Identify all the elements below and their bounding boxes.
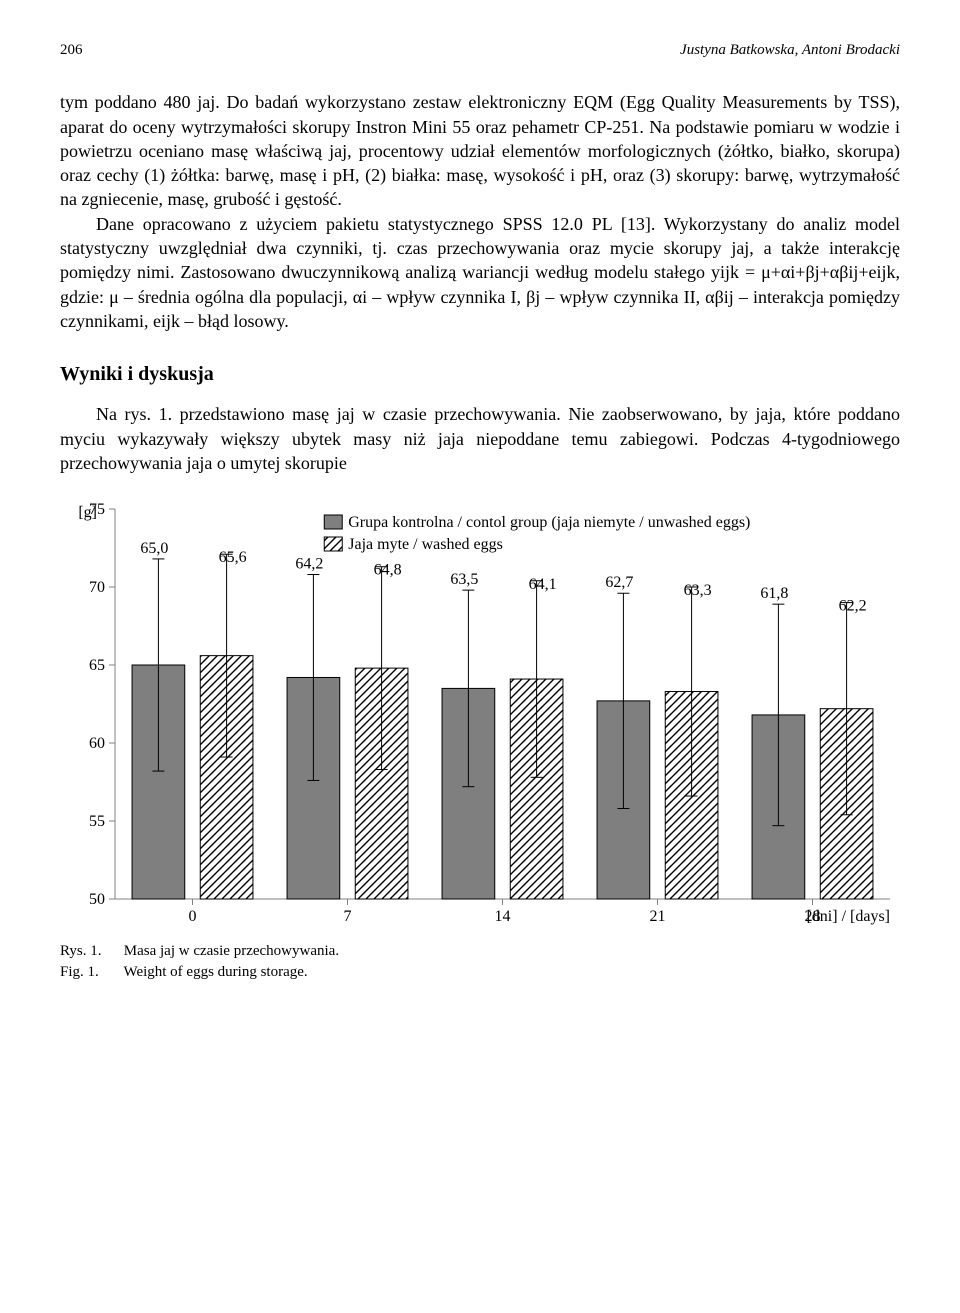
paragraph-1: tym poddano 480 jaj. Do badań wykorzysta… (60, 90, 900, 211)
svg-text:63,3: 63,3 (684, 582, 712, 599)
page-number: 206 (60, 40, 83, 60)
svg-text:65: 65 (89, 657, 105, 674)
svg-text:62,2: 62,2 (839, 598, 867, 615)
paragraph-2: Dane opracowano z użyciem pakietu statys… (60, 212, 900, 333)
svg-text:61,8: 61,8 (760, 585, 788, 602)
section-heading: Wyniki i dyskusja (60, 361, 900, 388)
svg-text:64,8: 64,8 (374, 562, 402, 579)
svg-text:[g]: [g] (78, 504, 97, 521)
svg-text:Jaja myte / washed eggs: Jaja myte / washed eggs (348, 536, 503, 553)
body-text: tym poddano 480 jaj. Do badań wykorzysta… (60, 90, 900, 475)
svg-text:62,7: 62,7 (605, 574, 633, 591)
caption-rys-label: Rys. 1. (60, 941, 120, 962)
running-head-authors: Justyna Batkowska, Antoni Brodacki (680, 40, 900, 60)
svg-text:65,6: 65,6 (219, 549, 247, 566)
paragraph-3: Na rys. 1. przedstawiono masę jaj w czas… (60, 402, 900, 475)
running-header: 206 Justyna Batkowska, Antoni Brodacki (60, 40, 900, 60)
svg-text:7: 7 (344, 908, 352, 925)
caption-fig-text: Weight of eggs during storage. (123, 964, 307, 980)
svg-text:64,2: 64,2 (295, 556, 323, 573)
svg-text:14: 14 (495, 908, 511, 925)
svg-text:[dni] / [days]: [dni] / [days] (806, 908, 890, 925)
svg-text:55: 55 (89, 813, 105, 830)
svg-text:Grupa kontrolna / contol group: Grupa kontrolna / contol group (jaja nie… (348, 514, 750, 531)
svg-text:65,0: 65,0 (140, 540, 168, 557)
svg-text:21: 21 (650, 908, 666, 925)
figure-caption: Rys. 1. Masa jaj w czasie przechowywania… (60, 941, 900, 983)
svg-text:50: 50 (89, 891, 105, 908)
figure-1: 505560657075[g]Grupa kontrolna / contol … (60, 501, 900, 983)
svg-text:0: 0 (189, 908, 197, 925)
svg-text:63,5: 63,5 (450, 571, 478, 588)
svg-text:64,1: 64,1 (529, 576, 557, 593)
caption-fig-label: Fig. 1. (60, 962, 120, 983)
svg-text:70: 70 (89, 579, 105, 596)
svg-text:60: 60 (89, 735, 105, 752)
bar-chart: 505560657075[g]Grupa kontrolna / contol … (60, 501, 900, 931)
caption-rys-text: Masa jaj w czasie przechowywania. (124, 943, 339, 959)
